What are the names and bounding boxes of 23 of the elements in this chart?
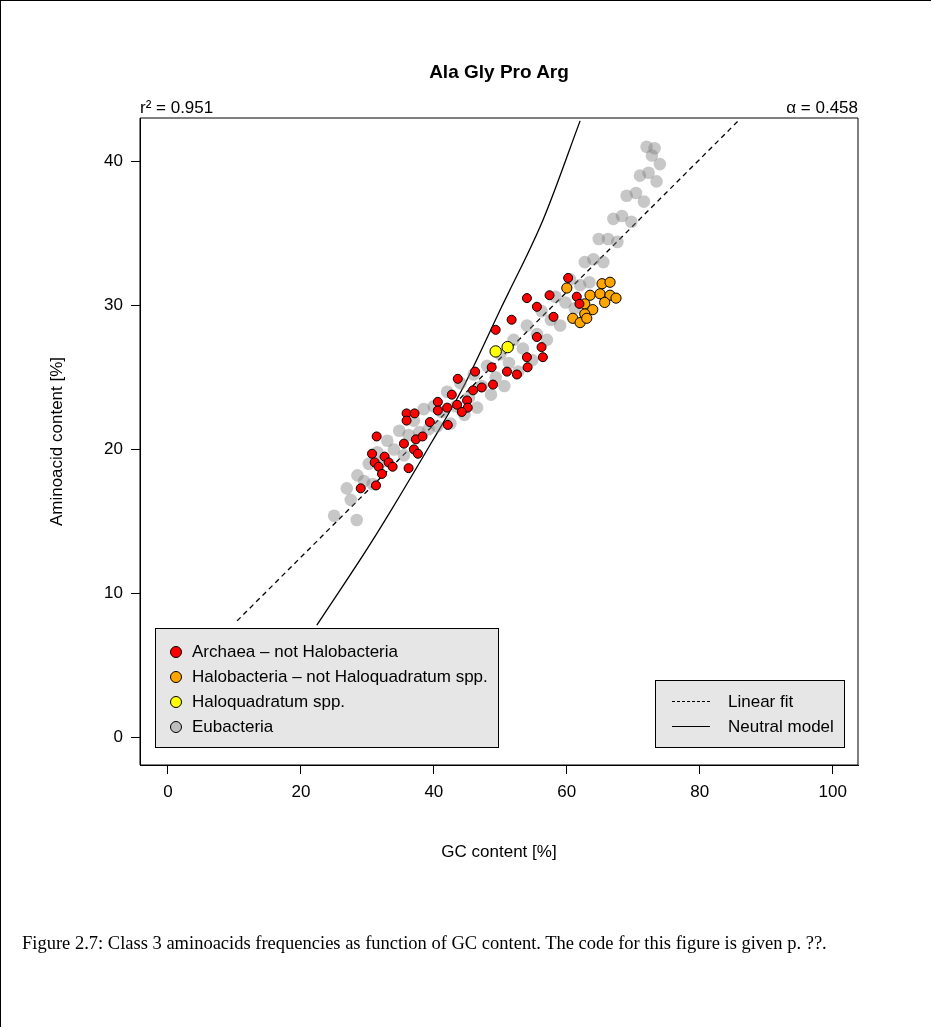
y-tick-label: 30 (104, 295, 123, 315)
caption: Figure 2.7: Class 3 aminoacids frequencies as function of GC content. The code for this figure is given p. ??. (22, 932, 828, 955)
legend-label: Eubacteria (192, 716, 274, 737)
y-tick-label: 10 (104, 583, 123, 603)
y-tick-label: 0 (113, 727, 123, 747)
x-tick-label: 20 (291, 781, 311, 801)
chart-title: Ala Gly Pro Arg (429, 61, 569, 82)
x-tick-label: 80 (690, 781, 710, 801)
y-axis-title: Aminoacid content [%] (47, 356, 66, 527)
legend-label: Halobacteria – not Haloquadratum spp. (192, 666, 488, 687)
x-tick-label: 0 (163, 781, 173, 801)
x-axis-title: GC content [%] (441, 842, 557, 861)
text: r² = 0.951 (140, 98, 214, 117)
x-tick-label: 40 (424, 781, 444, 801)
legend-label: Neutral model (728, 716, 834, 737)
x-tick-label: 60 (557, 781, 577, 801)
legend-label: Linear fit (728, 691, 794, 712)
y-tick-label: 40 (104, 150, 123, 170)
text: α = 0.458 (786, 98, 858, 117)
x-tick-label: 100 (818, 781, 847, 801)
y-tick-label: 20 (104, 439, 123, 459)
legend-label: Archaea – not Halobacteria (192, 641, 399, 662)
legend-label: Haloquadratum spp. (192, 691, 346, 712)
